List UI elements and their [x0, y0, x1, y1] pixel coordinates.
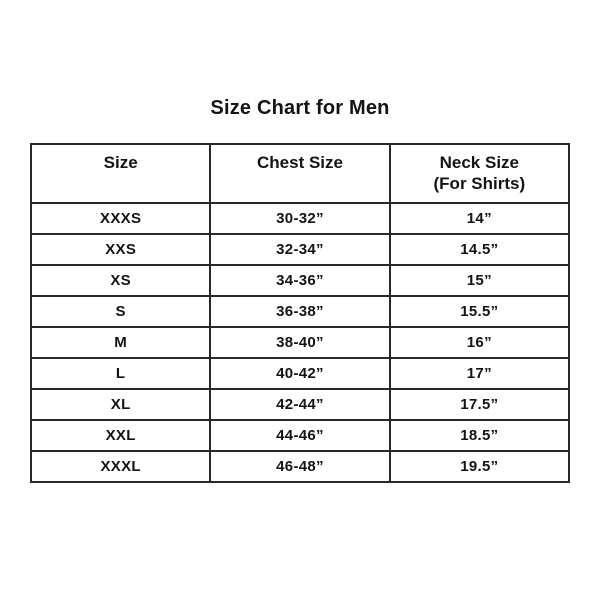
chest-size-cell: 32-34” [209, 233, 391, 266]
neck-size-cell: 14.5” [388, 233, 571, 266]
neck-size-cell: 17” [388, 357, 571, 390]
size-cell: XXL [29, 419, 212, 452]
size-cell: XXXL [29, 450, 212, 483]
size-cell: M [29, 326, 212, 359]
table-row: XS 34-36” 15” [29, 264, 571, 297]
size-cell: S [29, 295, 212, 328]
page-title: Size Chart for Men [210, 97, 390, 119]
neck-size-cell: 16” [388, 326, 571, 359]
table-row: XXXS 30-32” 14” [29, 202, 571, 235]
chest-size-cell: 40-42” [209, 357, 391, 390]
size-cell: XXXS [29, 202, 212, 235]
table-body: XXXS 30-32” 14” XXS 32-34” 14.5” XS 34-3… [29, 202, 571, 483]
neck-size-cell: 18.5” [388, 419, 571, 452]
header-cell-neck-size: Neck Size (For Shirts) [388, 143, 571, 204]
chest-size-cell: 36-38” [209, 295, 391, 328]
neck-size-cell: 17.5” [388, 388, 571, 421]
table-row: L 40-42” 17” [29, 357, 571, 390]
neck-size-cell: 14” [388, 202, 571, 235]
table-row: S 36-38” 15.5” [29, 295, 571, 328]
chest-size-cell: 38-40” [209, 326, 391, 359]
neck-size-cell: 15” [388, 264, 571, 297]
size-cell: L [29, 357, 212, 390]
table-row: XXL 44-46” 18.5” [29, 419, 571, 452]
chest-size-cell: 34-36” [209, 264, 391, 297]
size-cell: XL [29, 388, 212, 421]
header-cell-chest-size: Chest Size [209, 143, 391, 204]
chest-size-cell: 44-46” [209, 419, 391, 452]
header-row: Size Chest Size Neck Size (For Shirts) [29, 143, 571, 204]
chest-size-cell: 30-32” [209, 202, 391, 235]
chest-size-cell: 46-48” [209, 450, 391, 483]
table-row: XL 42-44” 17.5” [29, 388, 571, 421]
size-cell: XS [29, 264, 212, 297]
table-row: M 38-40” 16” [29, 326, 571, 359]
size-cell: XXS [29, 233, 212, 266]
table-row: XXXL 46-48” 19.5” [29, 450, 571, 483]
table-row: XXS 32-34” 14.5” [29, 233, 571, 266]
table-header: Size Chest Size Neck Size (For Shirts) [29, 143, 571, 204]
neck-size-cell: 15.5” [388, 295, 571, 328]
size-chart-table: Size Chest Size Neck Size (For Shirts) X… [29, 143, 571, 483]
header-cell-size: Size [29, 143, 212, 204]
neck-size-cell: 19.5” [388, 450, 571, 483]
chest-size-cell: 42-44” [209, 388, 391, 421]
